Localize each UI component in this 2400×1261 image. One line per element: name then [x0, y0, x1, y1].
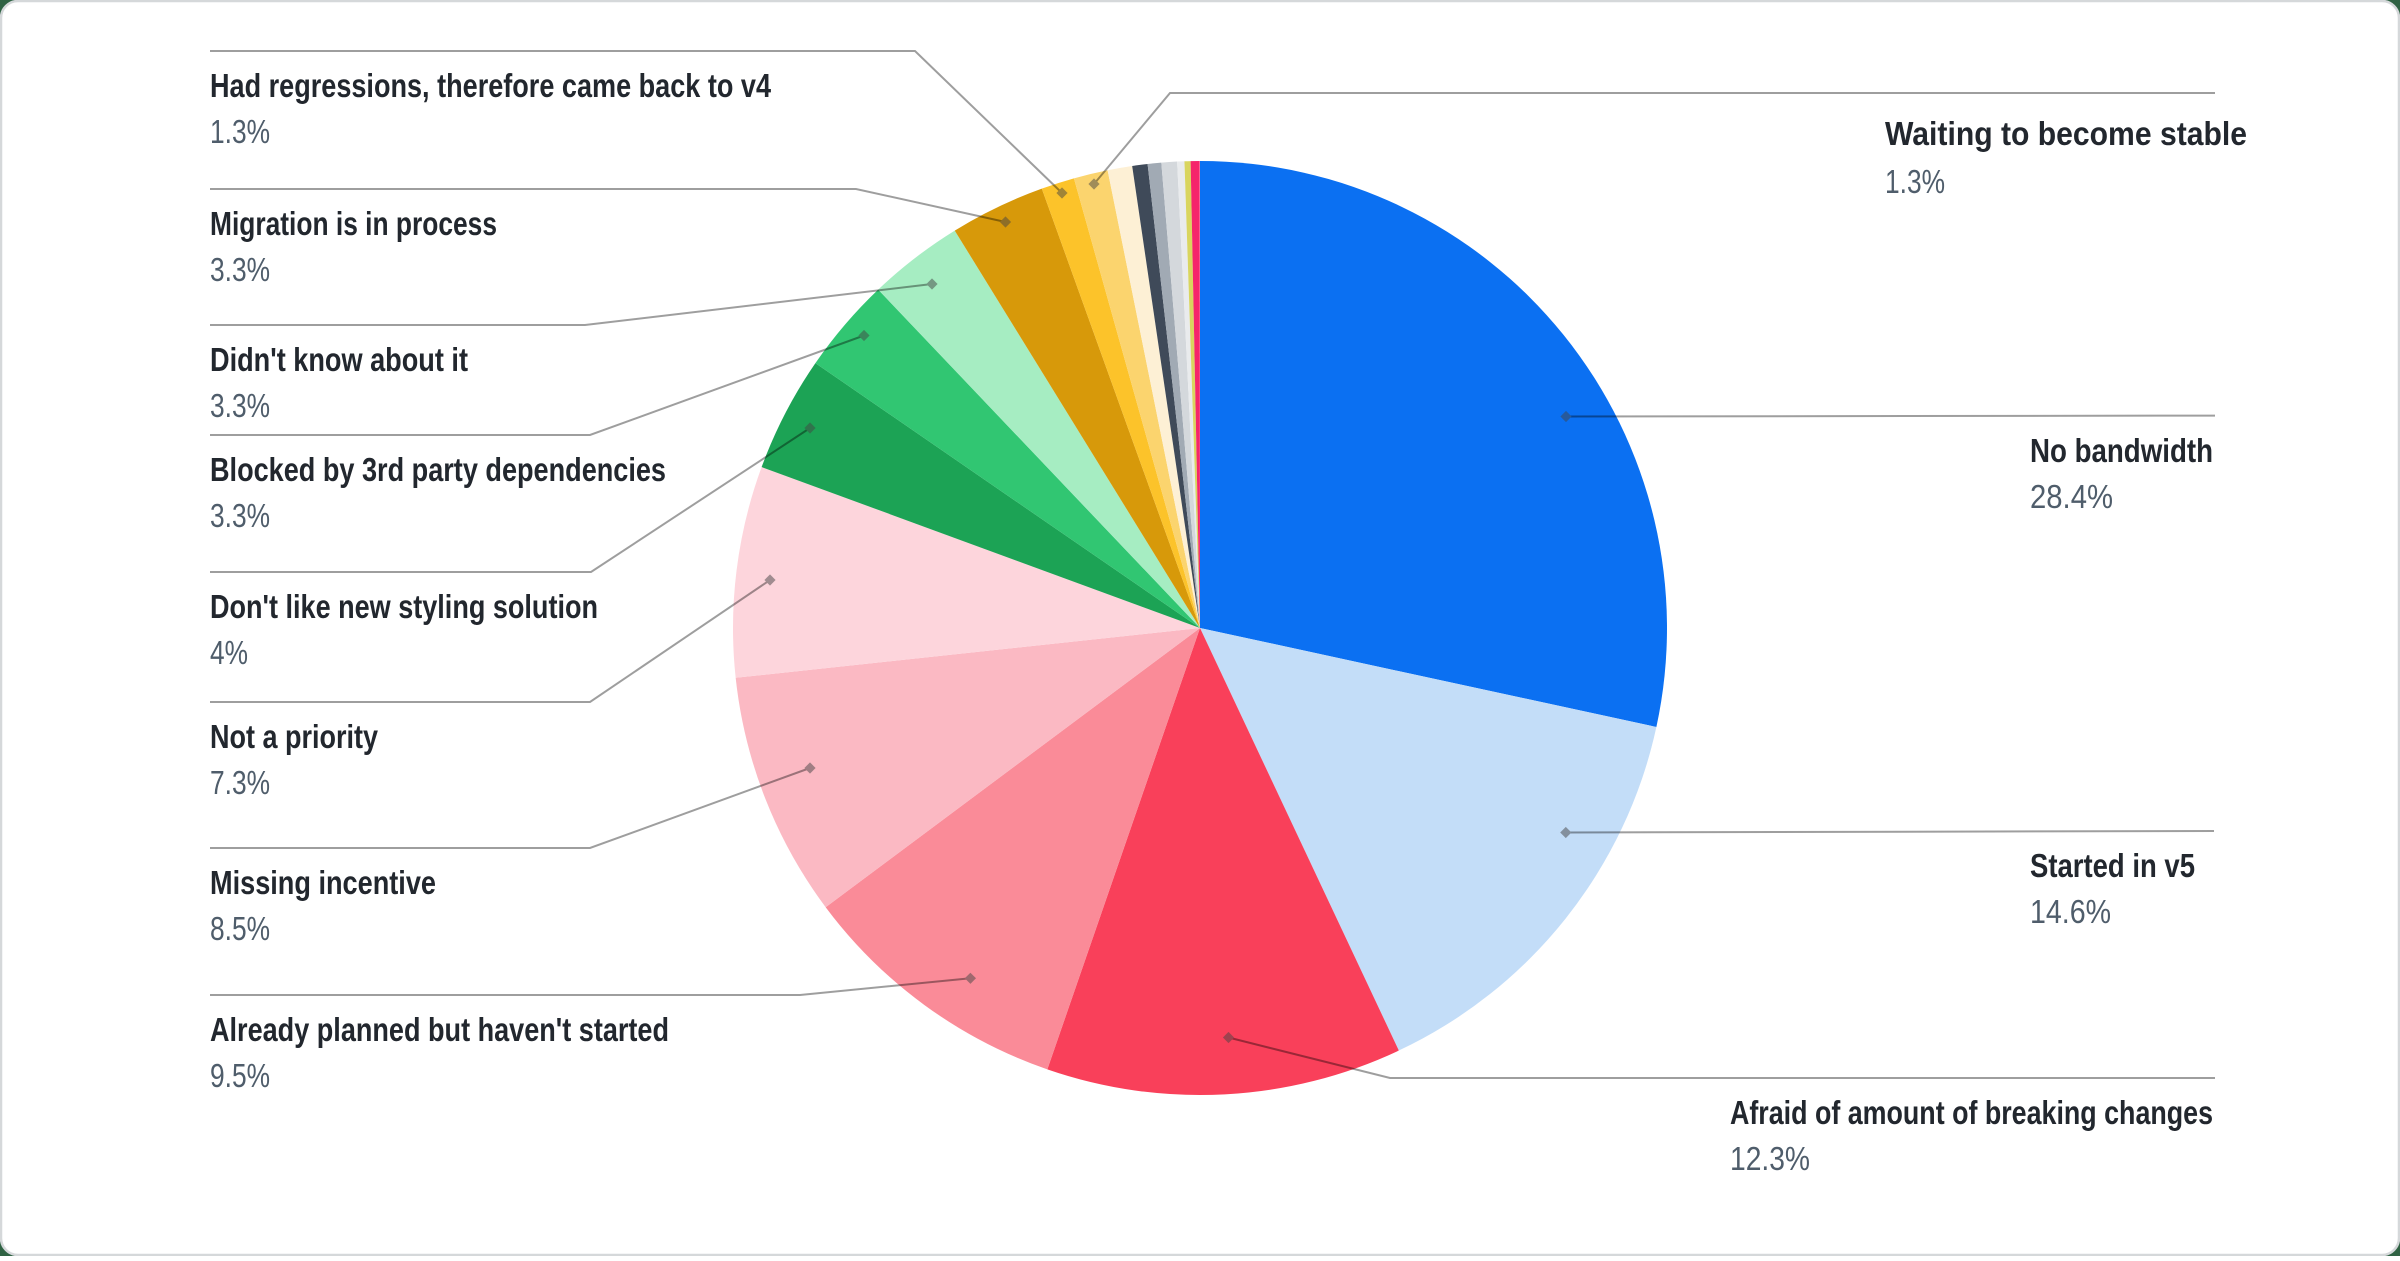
svg-text:8.5%: 8.5% — [210, 910, 270, 947]
svg-text:3.3%: 3.3% — [210, 387, 270, 424]
svg-text:Already planned but haven't st: Already planned but haven't started — [210, 1011, 669, 1048]
svg-text:7.3%: 7.3% — [210, 764, 270, 801]
svg-text:9.5%: 9.5% — [210, 1057, 270, 1094]
svg-text:28.4%: 28.4% — [2030, 478, 2113, 515]
svg-text:Had regressions, therefore cam: Had regressions, therefore came back to … — [210, 67, 772, 104]
svg-text:Not a priority: Not a priority — [210, 718, 379, 755]
svg-text:Blocked by 3rd party dependenc: Blocked by 3rd party dependencies — [210, 451, 666, 488]
svg-text:Afraid of amount of breaking c: Afraid of amount of breaking changes — [1730, 1094, 2213, 1131]
svg-text:12.3%: 12.3% — [1730, 1140, 1810, 1177]
svg-text:1.3%: 1.3% — [210, 113, 270, 150]
svg-text:Don't like new styling solutio: Don't like new styling solution — [210, 588, 598, 625]
svg-text:Missing incentive: Missing incentive — [210, 864, 436, 901]
svg-text:Waiting to become stable: Waiting to become stable — [1885, 115, 2247, 152]
svg-text:Migration is in process: Migration is in process — [210, 205, 497, 242]
svg-text:No bandwidth: No bandwidth — [2030, 432, 2213, 469]
svg-text:4%: 4% — [210, 634, 248, 671]
svg-text:3.3%: 3.3% — [210, 497, 270, 534]
svg-text:14.6%: 14.6% — [2030, 893, 2111, 930]
svg-text:3.3%: 3.3% — [210, 251, 270, 288]
svg-text:1.3%: 1.3% — [1885, 163, 1945, 200]
svg-text:Didn't know about it: Didn't know about it — [210, 341, 468, 378]
svg-text:Started in v5: Started in v5 — [2030, 847, 2195, 884]
